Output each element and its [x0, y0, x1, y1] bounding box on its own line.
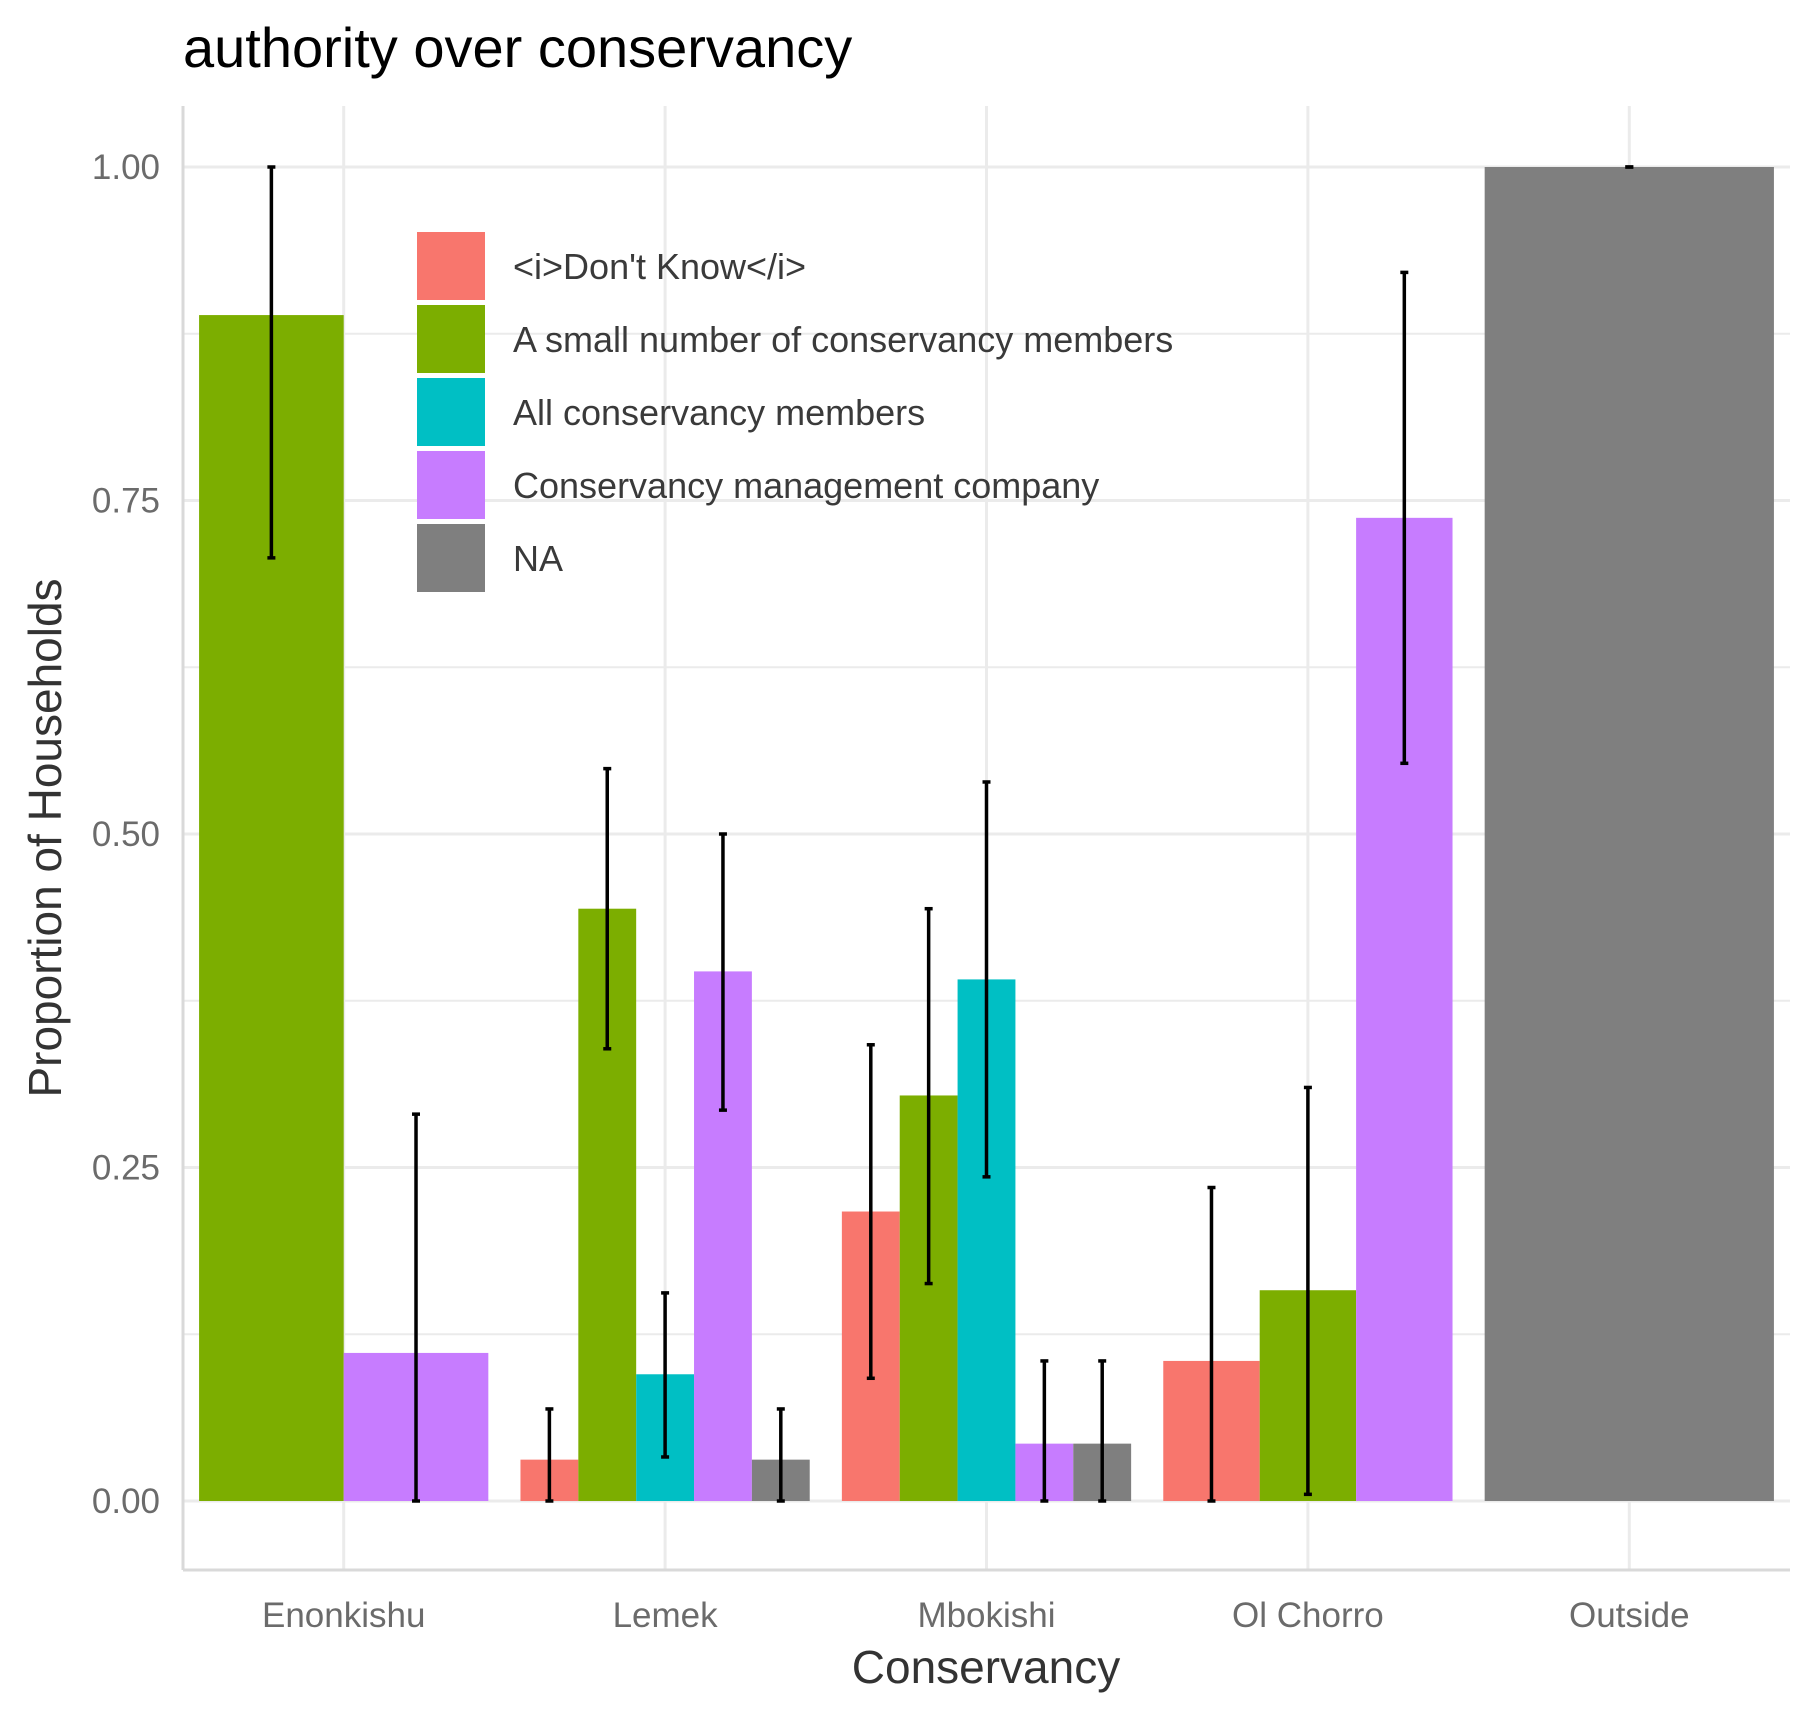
y-tick-label: 0.25 [92, 1149, 160, 1188]
y-tick-label: 1.00 [92, 148, 160, 187]
legend-key-na [417, 524, 485, 592]
legend-label-conservancy-management-company: Conservancy management company [513, 465, 1099, 506]
bar-outside-na [1484, 167, 1774, 1501]
x-tick-label-ol-chorro: Ol Chorro [1232, 1596, 1384, 1635]
error-bars [267, 165, 1634, 1503]
axes [181, 106, 1790, 1572]
legend-label-a-small-number-of-conservancy-members: A small number of conservancy members [513, 319, 1173, 360]
legend-key-all-conservancy-members [417, 378, 485, 446]
legend-label-all-conservancy-members: All conservancy members [513, 392, 925, 433]
legend-key-conservancy-management-company [417, 451, 485, 519]
y-tick-label: 0.50 [92, 815, 160, 854]
legend-label-don-t-know: <i>Don't Know</i> [513, 246, 806, 287]
legend-key-a-small-number-of-conservancy-members [417, 305, 485, 373]
x-axis-title: Conservancy [852, 1641, 1120, 1693]
chart-title: authority over conservancy [183, 16, 852, 79]
x-tick-label-mbokishi: Mbokishi [917, 1596, 1055, 1635]
legend-key-don-t-know [417, 232, 485, 300]
x-tick-label-enonkishu: Enonkishu [262, 1596, 425, 1635]
x-tick-label-lemek: Lemek [613, 1596, 719, 1635]
tick-labels: 0.00 0.25 0.50 0.75 1.00 Enonkishu Lemek Mbokis… [92, 148, 1690, 1635]
x-tick-label-outside: Outside [1569, 1596, 1690, 1635]
legend: <i>Don't Know</i> A small number of conse… [417, 232, 1173, 592]
legend-label-na: NA [513, 538, 563, 579]
y-tick-label: 0.00 [92, 1482, 160, 1521]
y-axis-title: Proportion of Households [19, 578, 71, 1097]
y-tick-label: 0.75 [92, 482, 160, 521]
bars [199, 167, 1774, 1502]
